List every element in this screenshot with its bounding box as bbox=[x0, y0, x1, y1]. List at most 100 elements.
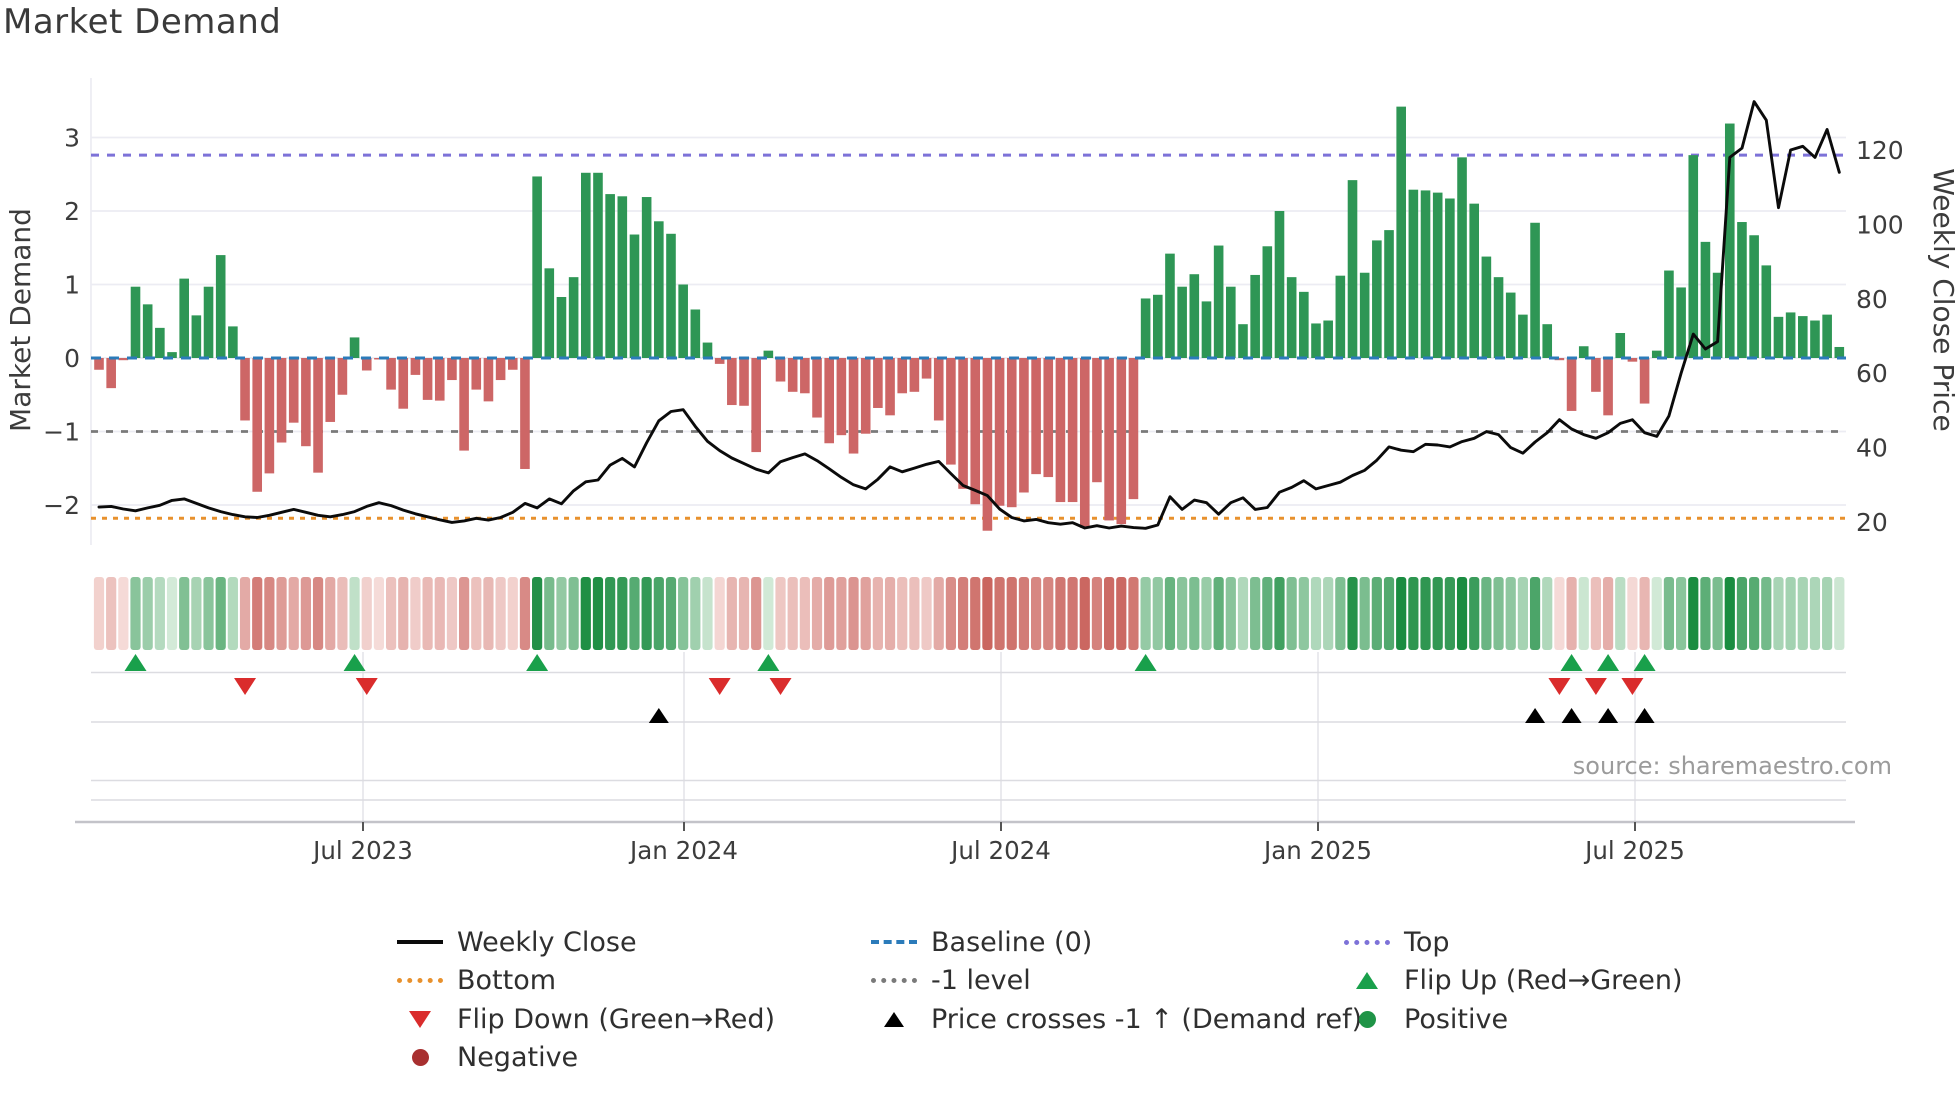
demand-bar bbox=[1664, 270, 1674, 358]
demand-bar bbox=[812, 358, 822, 418]
heatmap-cell bbox=[811, 577, 823, 650]
heatmap-cell bbox=[385, 577, 397, 650]
price-cross-marker bbox=[1561, 708, 1582, 723]
heatmap-cell bbox=[653, 577, 664, 650]
heatmap-cell bbox=[1578, 577, 1589, 650]
heatmap-cell bbox=[264, 577, 275, 650]
flip-up-marker bbox=[1560, 654, 1583, 671]
demand-bar bbox=[593, 172, 603, 358]
heatmap-cell bbox=[239, 577, 251, 650]
legend-label: -1 level bbox=[931, 965, 1031, 996]
heatmap-cell bbox=[215, 577, 226, 650]
heatmap-cell bbox=[1700, 577, 1711, 650]
demand-bar bbox=[958, 358, 968, 489]
demand-bar bbox=[191, 315, 202, 358]
demand-bar bbox=[483, 358, 494, 402]
demand-bar bbox=[678, 284, 688, 358]
heatmap-cell bbox=[544, 577, 555, 650]
heatmap-cell bbox=[556, 577, 567, 650]
legend-item: Price crosses -1 ↑ (Demand ref) bbox=[870, 1000, 1362, 1038]
demand-bar bbox=[1213, 245, 1224, 358]
heatmap-cell bbox=[1055, 577, 1066, 650]
demand-bar bbox=[276, 358, 287, 443]
demand-bar bbox=[1518, 314, 1528, 358]
heatmap-cell bbox=[787, 577, 798, 650]
demand-bar bbox=[1798, 316, 1808, 358]
source-note: source: sharemaestro.com bbox=[1572, 752, 1892, 780]
heatmap-cell bbox=[1663, 577, 1675, 650]
heatmap-cell bbox=[1420, 577, 1431, 650]
heatmap-cell bbox=[1639, 577, 1650, 650]
x-tick-label: Jul 2024 bbox=[949, 836, 1051, 865]
demand-bar bbox=[179, 278, 189, 358]
heatmap-cell bbox=[1749, 577, 1760, 650]
heatmap-cell bbox=[1213, 577, 1224, 650]
demand-bar bbox=[1688, 155, 1699, 358]
left-axis-title: Market Demand bbox=[4, 208, 37, 432]
heatmap-cell bbox=[1347, 577, 1358, 650]
heatmap-cell bbox=[568, 577, 579, 650]
heatmap-cell bbox=[1724, 577, 1735, 650]
heatmap-cell bbox=[1785, 577, 1796, 650]
demand-bar bbox=[994, 358, 1005, 506]
demand-bar bbox=[349, 337, 360, 358]
heatmap-cell bbox=[1237, 577, 1249, 650]
heatmap-cell bbox=[1298, 577, 1309, 650]
demand-bar bbox=[921, 358, 932, 379]
demand-bar bbox=[1201, 301, 1212, 358]
main-chart: Jul 2023 Jan 2024 Jul 2024 Jan 2025 Jul 2025… bbox=[4, 78, 1960, 865]
demand-bar bbox=[1469, 203, 1480, 358]
demand-bar bbox=[337, 358, 348, 395]
demand-bar bbox=[581, 172, 591, 358]
demand-bar bbox=[1372, 240, 1382, 358]
demand-bar bbox=[617, 196, 628, 358]
demand-bar bbox=[1566, 358, 1577, 411]
demand-bar bbox=[361, 358, 372, 371]
heatmap-cell bbox=[1517, 577, 1528, 650]
demand-bar bbox=[1335, 275, 1346, 358]
heatmap-cell bbox=[179, 577, 190, 650]
flip-down-marker bbox=[355, 678, 378, 695]
demand-bar bbox=[1457, 157, 1467, 358]
heatmap-cell bbox=[1554, 577, 1565, 650]
demand-bar bbox=[1834, 346, 1845, 358]
demand-bar bbox=[654, 221, 664, 358]
demand-bar bbox=[739, 358, 749, 406]
demand-bar bbox=[836, 358, 847, 436]
demand-bar bbox=[434, 358, 445, 401]
flip-up-marker bbox=[1597, 654, 1620, 671]
heatmap-cell bbox=[763, 577, 774, 650]
demand-bar bbox=[641, 197, 652, 358]
demand-bar bbox=[666, 233, 676, 358]
flip-down-marker bbox=[708, 678, 731, 695]
demand-bar bbox=[1627, 358, 1638, 362]
heatmap-cell bbox=[970, 577, 981, 650]
heatmap-cell bbox=[1566, 577, 1577, 650]
heatmap-cell bbox=[1712, 577, 1723, 650]
heatmap-cell bbox=[483, 577, 494, 650]
heatmap-cell bbox=[738, 577, 750, 650]
demand-bar bbox=[1116, 358, 1127, 525]
heatmap-cell bbox=[337, 577, 348, 650]
demand-bar bbox=[1019, 358, 1029, 493]
heatmap-cell bbox=[824, 577, 835, 650]
heatmap-cell bbox=[118, 577, 129, 650]
heatmap-cell bbox=[459, 577, 470, 650]
demand-bar bbox=[1031, 358, 1041, 475]
flip-up-marker bbox=[343, 654, 366, 671]
flip-down-marker bbox=[1584, 678, 1607, 695]
heatmap-cell bbox=[1018, 577, 1030, 650]
price-cross-legend-icon bbox=[870, 1011, 918, 1027]
heatmap-cell bbox=[1505, 577, 1516, 650]
left-tick-label: 0 bbox=[64, 344, 80, 373]
heatmap-cell bbox=[446, 577, 458, 650]
heatmap-cell bbox=[1323, 577, 1334, 650]
heatmap-cell bbox=[1043, 577, 1054, 650]
demand-bar bbox=[106, 358, 116, 389]
heatmap-cell bbox=[629, 577, 640, 650]
demand-bar bbox=[629, 234, 640, 358]
heatmap-cell bbox=[1262, 577, 1273, 650]
legend-label: Bottom bbox=[457, 965, 557, 996]
demand-bar bbox=[1785, 312, 1796, 358]
demand-bar bbox=[1700, 241, 1711, 358]
